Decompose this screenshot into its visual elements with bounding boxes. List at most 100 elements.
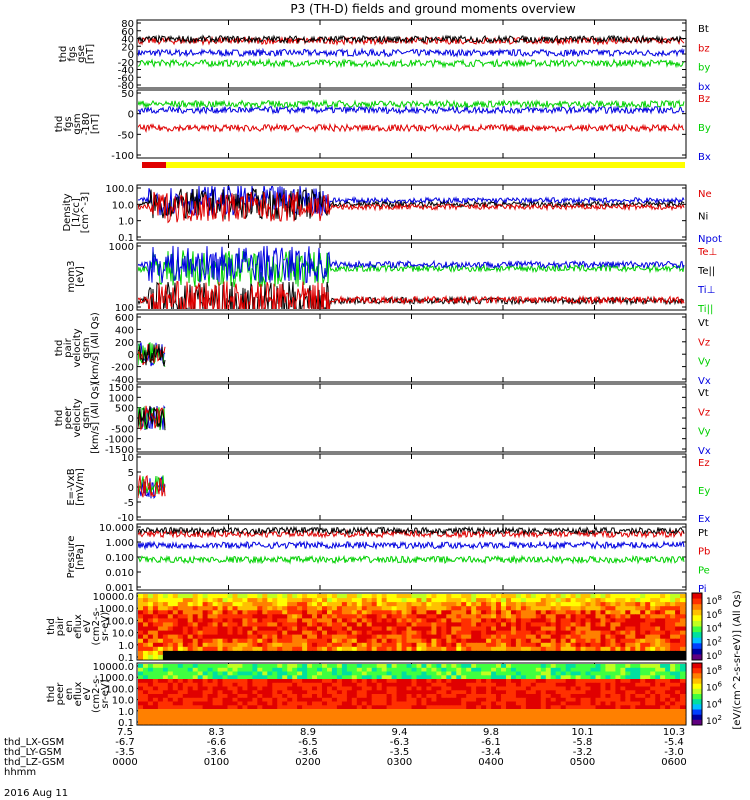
spectro-cell	[446, 622, 452, 628]
spectro-cell	[247, 602, 253, 607]
y-tick-label: -50	[118, 130, 134, 141]
y-axis-label-line: [km/s] (All Qs)	[90, 312, 101, 384]
spectro-cell	[177, 610, 184, 615]
spectro-cell	[550, 622, 557, 628]
spectro-cell	[177, 634, 184, 640]
spectro-cell	[242, 646, 248, 652]
spectro-cell	[461, 626, 467, 632]
spectro-cell	[580, 671, 587, 676]
spectro-cell	[670, 679, 676, 684]
spectro-cell	[177, 716, 184, 721]
spectro-cell	[277, 679, 283, 684]
spectro-cell	[570, 622, 577, 628]
spectro-cell	[491, 667, 497, 673]
spectro-cell	[401, 716, 408, 721]
spectro-cell	[272, 618, 278, 624]
spectro-cell	[446, 686, 452, 691]
spectro-cell	[143, 638, 149, 644]
spectro-cell	[177, 646, 184, 652]
spectro-cell	[421, 690, 427, 695]
spectro-cell	[620, 675, 626, 680]
spectro-cell	[371, 690, 378, 695]
spectro-cell	[232, 701, 239, 706]
spectro-cell	[192, 606, 199, 611]
spectro-cell	[138, 626, 144, 632]
spectro-cell	[376, 720, 383, 725]
spectro-cell	[501, 701, 507, 706]
spectro-cell	[307, 642, 313, 648]
spectro-cell	[550, 606, 557, 611]
spectro-cell	[391, 682, 398, 688]
spectro-cell	[590, 638, 597, 644]
spectro-cell	[431, 675, 437, 680]
spectro-cell	[580, 598, 587, 603]
spectro-cell	[600, 606, 607, 611]
spectro-cell	[545, 594, 552, 599]
spectro-cell	[575, 675, 582, 680]
spectro-cell	[356, 598, 363, 603]
spectro-cell	[416, 720, 423, 725]
spectro-cell	[336, 650, 343, 656]
spectro-cell	[356, 705, 363, 710]
spectro-cell	[341, 690, 348, 695]
spectro-cell	[157, 626, 164, 632]
spectro-cell	[207, 642, 214, 648]
spectro-cell	[361, 602, 368, 607]
spectro-cell	[346, 694, 353, 699]
spectro-cell	[252, 705, 258, 710]
spectro-cell	[222, 646, 229, 652]
spectro-cell	[506, 634, 512, 640]
spectro-cell	[197, 697, 204, 703]
spectro-cell	[232, 618, 239, 624]
spectro-cell	[322, 654, 328, 660]
spectro-cell	[605, 634, 611, 640]
spectro-cell	[202, 705, 209, 710]
spectro-cell	[282, 654, 288, 660]
spectro-cell	[182, 638, 189, 644]
spectro-cell	[267, 679, 273, 684]
spectro-cell	[247, 675, 253, 680]
spectro-cell	[356, 712, 363, 718]
orbit-row-label: hhmm	[4, 767, 36, 778]
spectro-cell	[605, 712, 611, 718]
spectro-cell	[520, 626, 527, 632]
spectro-cell	[655, 701, 661, 706]
spectro-cell	[381, 664, 388, 669]
spectro-cell	[207, 606, 214, 611]
spectro-cell	[312, 618, 318, 624]
spectro-cell	[331, 654, 338, 660]
spectro-cell	[366, 610, 373, 615]
spectro-cell	[530, 671, 537, 676]
spectro-cell	[471, 671, 477, 676]
spectro-cell	[580, 614, 587, 619]
spectro-cell	[242, 701, 248, 706]
spectro-cell	[476, 630, 482, 636]
spectro-cell	[456, 646, 462, 652]
spectro-cell	[620, 626, 626, 632]
spectro-cell	[247, 654, 253, 660]
spectro-cell	[491, 712, 497, 718]
spectro-cell	[272, 675, 278, 680]
spectro-cell	[147, 638, 154, 644]
spectro-cell	[555, 716, 562, 721]
spectro-cell	[272, 667, 278, 673]
spectro-cell	[456, 697, 462, 703]
spectro-cell	[227, 602, 234, 607]
spectro-cell	[366, 686, 373, 691]
spectro-cell	[187, 712, 194, 718]
spectro-cell	[167, 667, 174, 673]
spectro-cell	[481, 675, 487, 680]
spectro-cell	[312, 675, 318, 680]
spectro-cell	[471, 594, 477, 599]
spectro-cell	[451, 720, 457, 725]
spectro-cell	[411, 720, 418, 725]
spectro-cell	[336, 614, 343, 619]
spectro-cell	[515, 701, 522, 706]
spectro-cell	[391, 675, 398, 680]
y-tick-label: 40	[121, 35, 134, 46]
spectro-cell	[192, 642, 199, 648]
spectro-cell	[645, 594, 651, 599]
spectro-cell	[361, 697, 368, 703]
spectro-cell	[138, 697, 144, 703]
spectro-cell	[471, 667, 477, 673]
